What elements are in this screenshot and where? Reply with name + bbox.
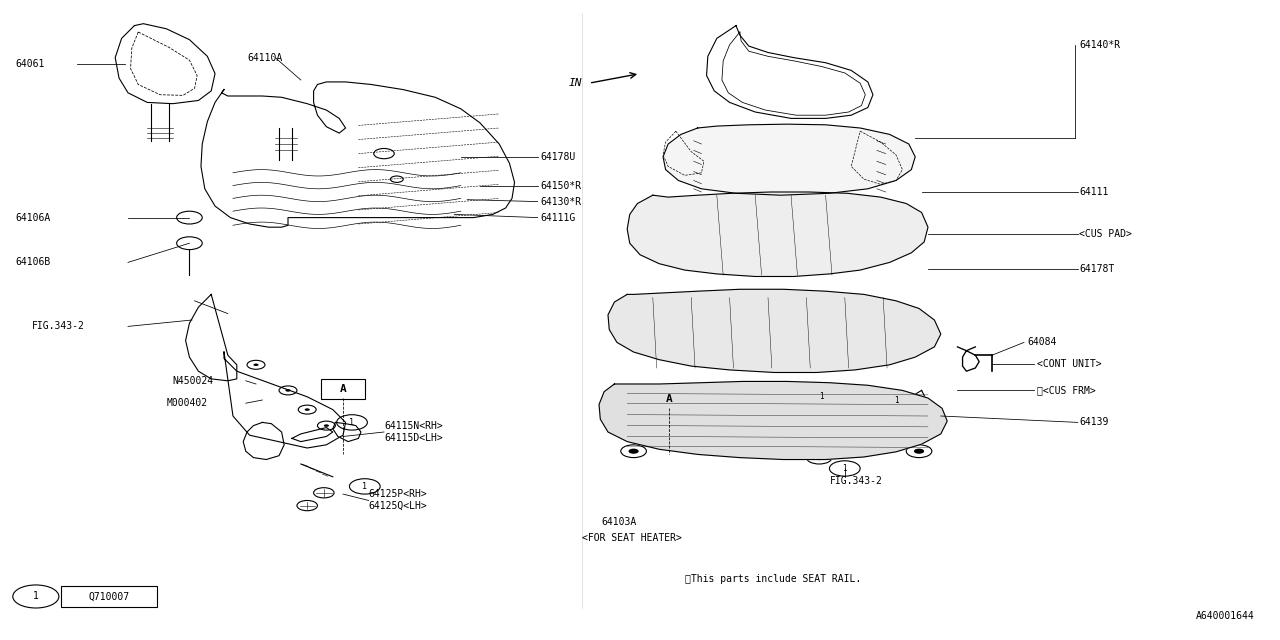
Text: 64115N<RH>: 64115N<RH> (384, 420, 443, 431)
FancyBboxPatch shape (321, 379, 365, 399)
Text: <CONT UNIT>: <CONT UNIT> (1037, 358, 1101, 369)
Text: IN: IN (568, 78, 582, 88)
Text: 64140*R: 64140*R (1079, 40, 1120, 50)
Text: 64130*R: 64130*R (540, 196, 581, 207)
Text: 64115D<LH>: 64115D<LH> (384, 433, 443, 444)
Text: <FOR SEAT HEATER>: <FOR SEAT HEATER> (582, 532, 682, 543)
Circle shape (253, 364, 259, 366)
Circle shape (914, 449, 924, 454)
Text: FIG.343-2: FIG.343-2 (829, 476, 882, 486)
Text: 64103A: 64103A (602, 516, 637, 527)
Text: 64111G: 64111G (540, 212, 576, 223)
Text: 1: 1 (349, 418, 355, 427)
Circle shape (285, 389, 291, 392)
Polygon shape (627, 192, 928, 276)
Text: M000402: M000402 (166, 398, 207, 408)
Polygon shape (599, 381, 947, 460)
Text: <CUS PAD>: <CUS PAD> (1079, 228, 1132, 239)
Text: 64111: 64111 (1079, 187, 1108, 197)
Text: ※<CUS FRM>: ※<CUS FRM> (1037, 385, 1096, 396)
Text: FIG.343-2: FIG.343-2 (32, 321, 84, 332)
Text: 64106A: 64106A (15, 212, 51, 223)
Text: 64125P<RH>: 64125P<RH> (369, 489, 428, 499)
Text: A640001644: A640001644 (1196, 611, 1254, 621)
Text: 64150*R: 64150*R (540, 180, 581, 191)
Text: A: A (666, 394, 673, 404)
Text: 64110A: 64110A (247, 52, 283, 63)
Text: 64139: 64139 (1079, 417, 1108, 428)
Text: 1: 1 (362, 482, 367, 491)
Circle shape (305, 408, 310, 411)
Circle shape (324, 424, 329, 427)
Text: 64061: 64061 (15, 59, 45, 69)
Text: 64178U: 64178U (540, 152, 576, 162)
Circle shape (628, 449, 639, 454)
Bar (61, 586, 157, 607)
Polygon shape (663, 124, 915, 195)
Text: 64106B: 64106B (15, 257, 51, 268)
Text: ※This parts include SEAT RAIL.: ※This parts include SEAT RAIL. (685, 574, 861, 584)
Text: Q710007: Q710007 (88, 591, 129, 602)
Text: 1: 1 (33, 591, 38, 602)
Text: N450024: N450024 (173, 376, 214, 386)
Text: 1: 1 (893, 396, 899, 404)
Circle shape (814, 455, 824, 460)
Text: 1: 1 (819, 392, 824, 401)
Text: 64125Q<LH>: 64125Q<LH> (369, 500, 428, 511)
Text: 64084: 64084 (1028, 337, 1057, 348)
Text: 64178T: 64178T (1079, 264, 1115, 274)
Polygon shape (608, 289, 941, 372)
FancyBboxPatch shape (648, 389, 691, 410)
Text: 1: 1 (842, 464, 847, 473)
Text: A: A (339, 384, 347, 394)
